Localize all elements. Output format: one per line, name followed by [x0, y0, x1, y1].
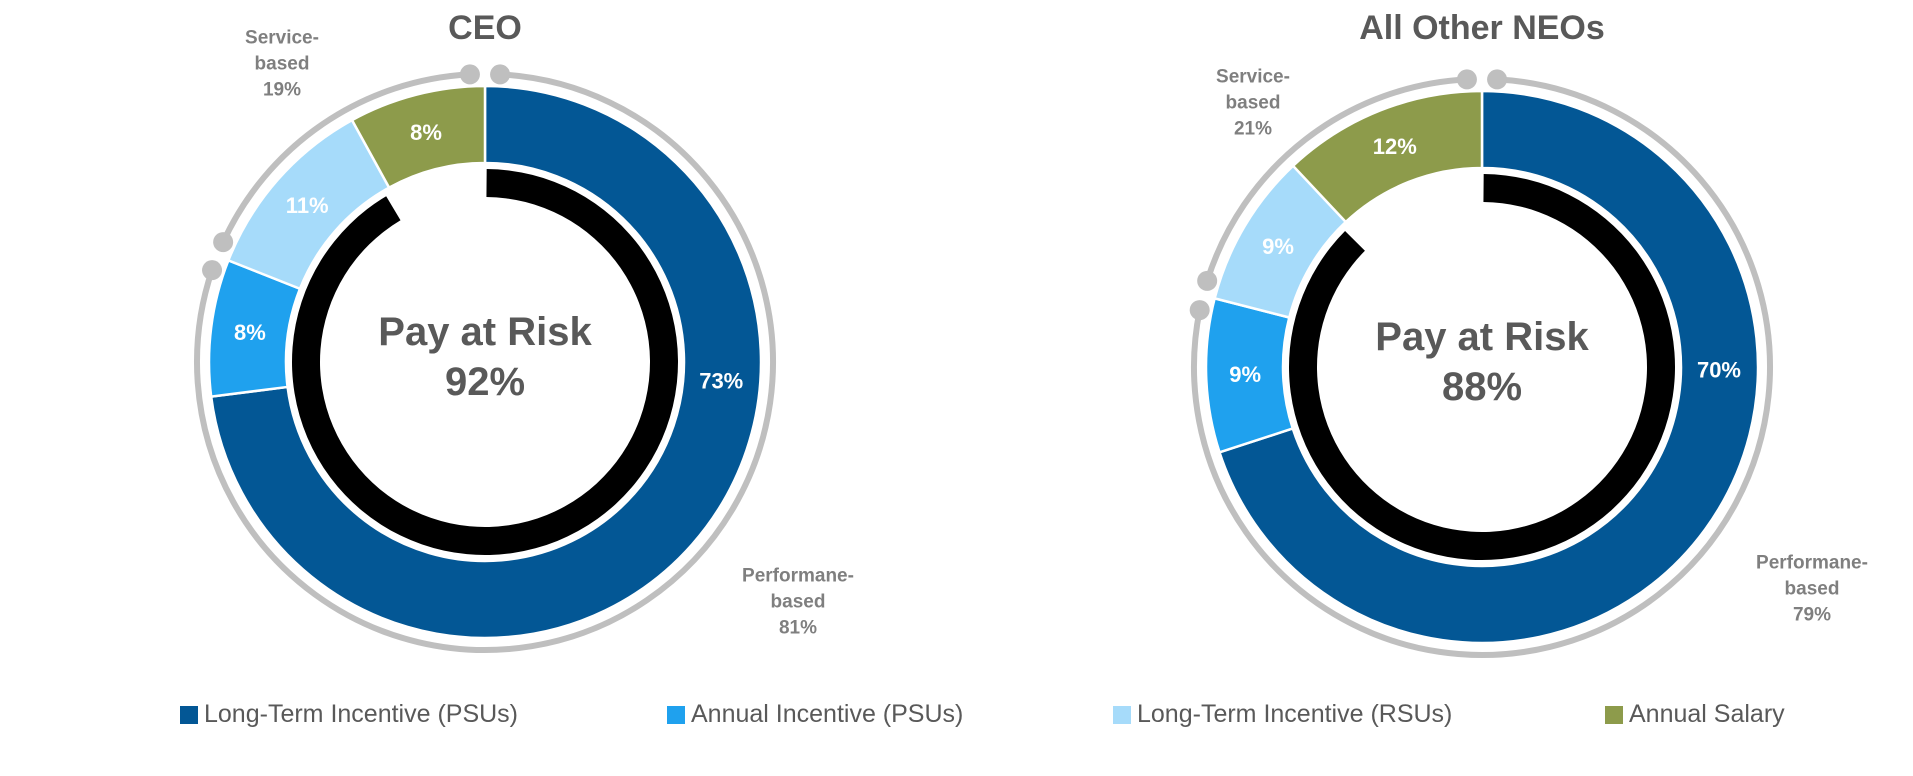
- legend-item-ai-psu: Annual Incentive (PSUs): [667, 700, 963, 729]
- slice-label-ai-psu-ceo: 8%: [234, 320, 266, 345]
- group-annotation-service-ceo: based: [255, 54, 310, 75]
- center-label-neo: Pay at Risk: [1375, 315, 1589, 359]
- group-annotation-performance-neo: based: [1785, 579, 1840, 600]
- slice-label-salary-ceo: 8%: [410, 120, 442, 145]
- group-annotation-service-neo: 21%: [1234, 119, 1272, 140]
- group-annotation-performance-ceo: 81%: [779, 618, 817, 639]
- group-annotation-service-ceo: Service-: [245, 28, 319, 49]
- legend-label-salary: Annual Salary: [1629, 700, 1785, 728]
- legend-label-ai-psu: Annual Incentive (PSUs): [691, 700, 964, 728]
- donut-slice-lti-psu-neo: [1217, 89, 1760, 645]
- group-arc-endpoint-neo: [1487, 69, 1508, 90]
- donut-slice-lti-psu-ceo: [209, 84, 763, 640]
- legend-swatch-lti-rsu: [1113, 705, 1131, 724]
- donut-slice-salary-ceo: [350, 84, 487, 190]
- group-arc-performance-ceo: [194, 71, 776, 653]
- group-arc-endpoint-ceo: [459, 64, 480, 85]
- group-annotation-service-ceo: 19%: [263, 80, 301, 101]
- legend-item-salary: Annual Salary: [1605, 700, 1785, 729]
- group-annotation-service-neo: based: [1226, 93, 1281, 114]
- slice-label-ai-psu-neo: 9%: [1229, 362, 1261, 387]
- group-arc-endpoint-neo: [1189, 300, 1210, 321]
- group-annotation-performance-ceo: based: [771, 592, 826, 613]
- legend-swatch-ai-psu: [667, 705, 685, 724]
- center-value-neo: 88%: [1442, 365, 1522, 409]
- legend-label-lti-psu: Long-Term Incentive (PSUs): [204, 700, 519, 728]
- donut-chart-neo: All Other NEOs 70% 9% 9% 12% Pay at Risk 88% Pe…: [1189, 9, 1868, 658]
- legend-item-lti-rsu: Long-Term Incentive (RSUs): [1113, 700, 1452, 729]
- legend-label-lti-rsu: Long-Term Incentive (RSUs): [1137, 700, 1453, 728]
- slice-label-lti-psu-neo: 70%: [1697, 357, 1741, 382]
- group-arc-endpoint-ceo: [202, 260, 223, 281]
- legend-swatch-lti-psu: [180, 705, 198, 724]
- group-arc-service-neo: [1204, 76, 1468, 282]
- donut-slice-salary-neo: [1291, 89, 1484, 224]
- group-arc-endpoint-ceo: [213, 232, 234, 253]
- center-value-ceo: 92%: [445, 360, 525, 404]
- group-arc-endpoint-ceo: [490, 64, 511, 85]
- group-arc-performance-neo: [1190, 76, 1773, 658]
- legend: Long-Term Incentive (PSUs) Annual Incent…: [0, 700, 1913, 740]
- slice-label-lti-rsu-neo: 9%: [1262, 234, 1294, 259]
- legend-swatch-salary: [1605, 705, 1623, 724]
- group-arc-service-ceo: [220, 71, 471, 244]
- group-arc-endpoint-neo: [1456, 69, 1477, 90]
- group-annotation-performance-neo: Performane-: [1756, 553, 1868, 574]
- group-annotation-performance-neo: 79%: [1793, 605, 1831, 626]
- slice-label-lti-rsu-ceo: 11%: [286, 193, 329, 218]
- center-label-ceo: Pay at Risk: [378, 310, 592, 354]
- group-annotation-service-neo: Service-: [1216, 67, 1290, 88]
- legend-item-lti-psu: Long-Term Incentive (PSUs): [180, 700, 518, 729]
- chart-title-neo: All Other NEOs: [1359, 9, 1605, 47]
- slice-label-salary-neo: 12%: [1373, 134, 1417, 159]
- slice-label-lti-psu-ceo: 73%: [699, 369, 743, 394]
- group-arc-endpoint-neo: [1197, 270, 1218, 291]
- donut-chart-ceo: CEO 73% 8% 11% 8% Pay at Risk 92% Performane-ba…: [194, 9, 854, 653]
- group-annotation-performance-ceo: Performane-: [742, 566, 854, 587]
- chart-title-ceo: CEO: [448, 9, 522, 47]
